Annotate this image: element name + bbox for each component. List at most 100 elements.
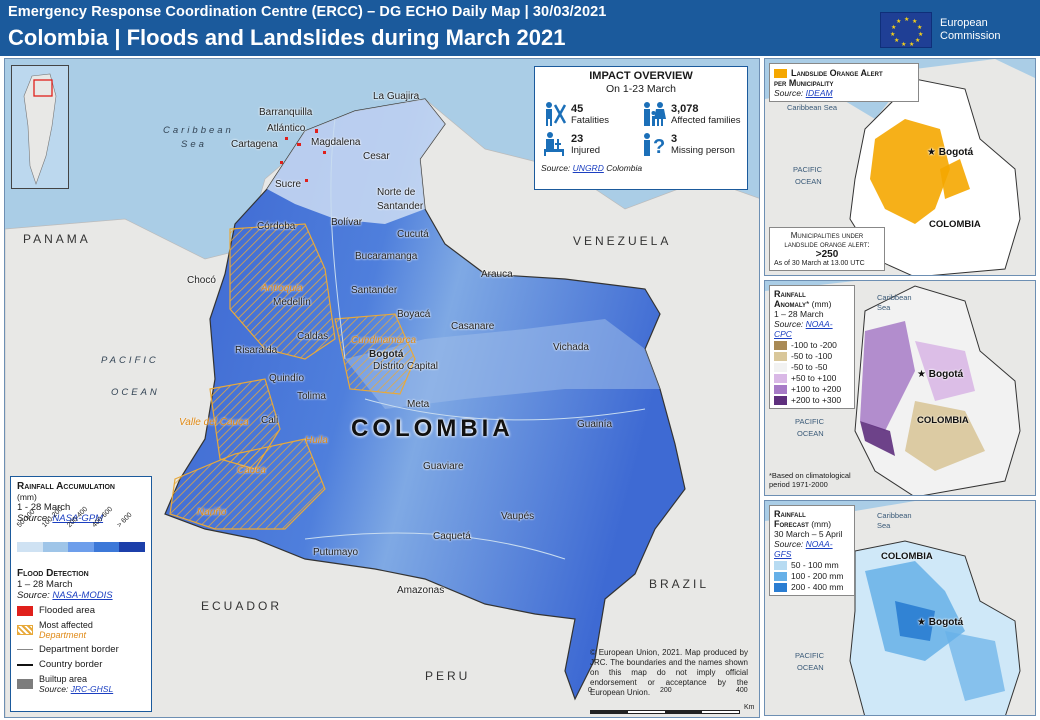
p1-colombia: COLOMBIA <box>929 219 981 230</box>
forecast-class-label: 200 - 400 mm <box>791 582 844 592</box>
dept-boyaca: Boyacá <box>397 309 431 320</box>
anomaly-title-mark: * <box>805 299 810 309</box>
most-affected-cundinamarca <box>334 313 416 395</box>
anomaly-title-1: Rainfall <box>774 289 806 299</box>
main-map-canvas <box>5 98 759 717</box>
dept-sucre: Sucre <box>275 179 302 190</box>
label-caribbean-2: Sea <box>181 139 207 150</box>
p2-pacific-2: OCEAN <box>797 429 824 438</box>
impact-overview-box: IMPACT OVERVIEW On 1-23 March 45 Fataliti… <box>534 66 748 190</box>
city-medellin: Medellín <box>273 297 311 308</box>
orange-alert-swatch <box>774 68 787 78</box>
anomaly-note-1: *Based on climatological <box>769 471 851 480</box>
anomaly-legend-row: -50 to -50 <box>774 362 850 372</box>
rain-ramp-swatch <box>68 542 94 552</box>
label-colombia: COLOMBIA <box>351 415 514 442</box>
dept-cauca: Cauca <box>237 465 266 476</box>
copyright-notice: © European Union, 2021. Map produced by … <box>590 648 748 697</box>
rain-ramp-swatch <box>42 542 69 552</box>
p1-caribbean-label: Caribbean Sea <box>787 103 838 112</box>
forecast-swatch <box>774 560 787 570</box>
rain-legend-title: Rainfall Accumulation <box>17 481 115 492</box>
forecast-unit: (mm) <box>811 519 832 529</box>
p2-caribbean-2: Sea <box>877 303 891 312</box>
anomaly-source-link[interactable]: NOAA-CPC <box>774 319 833 339</box>
rain-source-link[interactable]: NASA-GPM <box>52 513 104 524</box>
panel-landslide-alert[interactable]: Landslide Orange Alert per Municipality … <box>764 58 1036 276</box>
dept-magdalena: Magdalena <box>311 137 361 148</box>
impact-source-link[interactable]: UNGRD <box>572 163 604 173</box>
dept-valle-del-cauca: Valle del Cauca <box>179 417 249 428</box>
scale-bar: 0 200 400 Km <box>588 687 755 714</box>
landslide-source-link[interactable]: IDEAM <box>805 88 833 98</box>
label-panama: PANAMA <box>23 232 91 246</box>
anomaly-legend: Rainfall Anomaly* (mm) 1 – 28 March Sour… <box>769 285 855 409</box>
anomaly-swatch <box>774 395 787 405</box>
dept-norte-santander-1: Norte de <box>377 187 416 198</box>
flood-source-link[interactable]: NASA-MODIS <box>52 590 113 601</box>
city-cali: Cali <box>261 415 279 426</box>
panel-rainfall-anomaly[interactable]: Rainfall Anomaly* (mm) 1 – 28 March Sour… <box>764 280 1036 496</box>
dept-amazonas: Amazonas <box>397 585 445 596</box>
forecast-legend-row: 50 - 100 mm <box>774 560 850 570</box>
forecast-swatch <box>774 582 787 592</box>
dept-guainia: Guainía <box>577 419 613 430</box>
dept-cesar: Cesar <box>363 151 390 162</box>
panel-rainfall-forecast[interactable]: Rainfall Forecast (mm) 30 March – 5 Apri… <box>764 500 1036 716</box>
anomaly-class-label: +200 to +300 <box>791 395 842 405</box>
scale-label-200: 200 <box>660 687 672 694</box>
dept-antioquia: Antioquia <box>261 283 303 294</box>
p3-caribbean-1: Caribbean <box>877 511 912 520</box>
eu-flag-icon: ★ ★ ★ ★ ★ ★ ★ ★ ★ ★ ★ ★ <box>880 12 932 48</box>
p1-pacific-1: PACIFIC <box>793 165 823 174</box>
legend-department-border: Department border <box>17 644 145 655</box>
most-affected-south <box>169 438 326 530</box>
p3-bogota: ★ Bogotá <box>917 617 964 628</box>
anomaly-swatch <box>774 340 787 350</box>
rain-ramp-labels: 50-100 100-200 200-400 400-600 > 600 <box>16 506 145 566</box>
anomaly-period: 1 – 28 March <box>774 309 824 319</box>
city-bucaramanga: Bucaramanga <box>355 251 418 262</box>
rain-legend-unit: (mm) <box>17 492 37 502</box>
anomaly-legend-row: -100 to -200 <box>774 340 850 350</box>
dept-cordoba: Córdoba <box>257 221 296 232</box>
svg-text:?: ? <box>653 136 665 157</box>
flooded-area-label: Flooded area <box>39 605 95 616</box>
dept-narino: Nariño <box>197 507 227 518</box>
dept-santander: Santander <box>351 285 398 296</box>
p1-pacific-2: OCEAN <box>795 177 822 186</box>
forecast-class-label: 50 - 100 mm <box>791 560 839 570</box>
page-title: Colombia | Floods and Landslides during … <box>8 25 566 50</box>
anomaly-legend-row: +50 to +100 <box>774 373 850 383</box>
p3-pacific-1: PACIFIC <box>795 651 825 660</box>
forecast-source-link[interactable]: NOAA-GFS <box>774 539 833 559</box>
impact-source-suffix: Colombia <box>606 163 643 173</box>
logo-text-commission: Commission <box>940 30 1001 42</box>
forecast-legend: Rainfall Forecast (mm) 30 March – 5 Apri… <box>769 505 855 596</box>
most-affected-swatch <box>17 625 33 635</box>
most-affected-antioquia <box>229 223 336 360</box>
dept-meta: Meta <box>407 399 430 410</box>
missing-label: Missing person <box>671 144 735 156</box>
department-label: Department <box>39 630 87 640</box>
dept-putumayo: Putumayo <box>313 547 359 558</box>
european-commission-logo: ★ ★ ★ ★ ★ ★ ★ ★ ★ ★ ★ ★ European Commiss… <box>880 10 1032 50</box>
builtup-source-link[interactable]: JRC-GHSL <box>70 684 114 694</box>
header-subtitle: Emergency Response Coordination Centre (… <box>8 4 607 20</box>
landslide-map <box>765 59 1035 275</box>
orange-alert-area <box>870 119 950 224</box>
landslide-legend: Landslide Orange Alert per Municipality … <box>769 63 919 102</box>
impact-subtitle: On 1-23 March <box>605 83 677 95</box>
department-border-swatch <box>17 649 33 650</box>
fatalities-icon <box>546 102 567 126</box>
impact-source-prefix: Source: <box>541 163 571 173</box>
anomaly-title-2: Anomaly <box>774 299 806 309</box>
city-barranquilla: Barranquilla <box>259 107 313 118</box>
family-icon <box>644 102 666 126</box>
logo-text-european: European <box>940 17 988 29</box>
forecast-title-1: Rainfall <box>774 509 806 519</box>
builtup-swatch <box>17 679 33 689</box>
missing-person-icon: ? <box>644 133 665 157</box>
dept-huila: Huila <box>305 435 328 446</box>
impact-missing: ? 3 Missing person <box>641 131 741 157</box>
